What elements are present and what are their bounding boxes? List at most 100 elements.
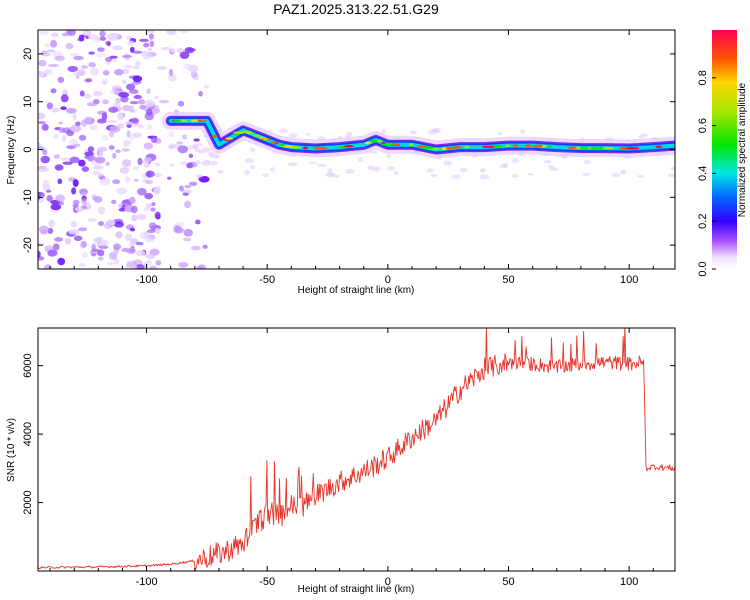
spectrogram-x-tick-label: 100 bbox=[620, 274, 638, 286]
ridge-hotspot bbox=[380, 143, 395, 146]
noise-blob bbox=[130, 263, 138, 269]
noise-blob bbox=[57, 178, 63, 185]
spectrogram-x-axis-label: Height of straight line (km) bbox=[298, 285, 415, 296]
ridge-hotspot bbox=[241, 130, 252, 134]
noise-blob bbox=[74, 206, 85, 212]
noise-blob bbox=[91, 170, 102, 176]
noise-blob bbox=[78, 159, 86, 167]
spectrogram-ridge bbox=[161, 111, 675, 159]
colorbar-label: Normalized spectral amplitude bbox=[737, 82, 748, 217]
noise-blob-faint bbox=[430, 173, 438, 178]
noise-blob bbox=[46, 49, 56, 53]
noise-blob bbox=[38, 256, 45, 261]
noise-blob bbox=[38, 165, 47, 170]
noise-blob bbox=[59, 201, 64, 206]
noise-blob bbox=[155, 260, 162, 266]
noise-blob bbox=[108, 119, 118, 123]
noise-blob bbox=[173, 226, 184, 234]
noise-blob bbox=[84, 116, 92, 124]
noise-blob bbox=[105, 61, 111, 65]
noise-blob-faint bbox=[197, 143, 203, 146]
noise-blob bbox=[139, 104, 147, 110]
colorbar-tick-label: 0.6 bbox=[697, 118, 709, 133]
noise-blob bbox=[177, 145, 189, 154]
noise-blob bbox=[38, 191, 41, 200]
noise-blob bbox=[138, 124, 144, 129]
noise-blob bbox=[97, 206, 106, 215]
colorbar: 0.0 0.2 0.4 0.6 0.8 Normalized spectral ampl… bbox=[697, 30, 748, 277]
noise-blob-faint bbox=[215, 155, 220, 159]
noise-blob bbox=[150, 207, 156, 212]
noise-blob-faint bbox=[196, 174, 204, 178]
noise-blob bbox=[198, 264, 207, 269]
noise-blob bbox=[73, 71, 79, 76]
noise-blob bbox=[154, 211, 161, 220]
noise-blob bbox=[133, 94, 142, 100]
noise-blob bbox=[109, 89, 121, 94]
noise-blob bbox=[116, 187, 127, 195]
noise-blob bbox=[144, 99, 156, 108]
noise-blob bbox=[106, 41, 111, 47]
noise-blob bbox=[62, 135, 67, 142]
noise-blob bbox=[195, 219, 201, 225]
noise-blob-faint bbox=[637, 174, 645, 178]
noise-blob bbox=[137, 187, 147, 196]
noise-blob bbox=[69, 156, 80, 164]
noise-blob bbox=[121, 148, 131, 152]
spectrogram-y-axis-label: Frequency (Hz) bbox=[6, 116, 17, 185]
noise-blob bbox=[38, 250, 41, 258]
noise-blob bbox=[161, 46, 171, 51]
noise-blob bbox=[60, 94, 69, 103]
noise-blob bbox=[41, 50, 48, 55]
noise-blob bbox=[102, 99, 109, 105]
noise-blob bbox=[98, 239, 107, 248]
ridge-hotspot bbox=[464, 145, 470, 149]
noise-blob bbox=[98, 245, 109, 250]
noise-blob bbox=[64, 237, 72, 245]
noise-blob bbox=[45, 189, 52, 193]
noise-blob-faint bbox=[345, 169, 355, 175]
noise-blob bbox=[81, 65, 88, 69]
noise-blob bbox=[49, 39, 58, 48]
noise-blob bbox=[99, 30, 106, 37]
noise-blob bbox=[51, 107, 60, 113]
noise-blob-faint bbox=[583, 159, 591, 165]
noise-blob bbox=[81, 251, 89, 259]
noise-blob bbox=[50, 88, 57, 94]
noise-blob bbox=[173, 222, 185, 227]
noise-blob bbox=[121, 54, 133, 58]
noise-blob bbox=[87, 33, 97, 41]
noise-blob bbox=[178, 261, 189, 268]
ridge-hotspot bbox=[567, 146, 579, 150]
noise-blob bbox=[87, 218, 97, 223]
ridge-hotspot bbox=[190, 119, 200, 123]
colorbar-tick-label: 0.2 bbox=[697, 214, 709, 229]
noise-blob bbox=[92, 91, 103, 97]
noise-blob bbox=[192, 144, 199, 149]
noise-blob-faint bbox=[426, 168, 434, 173]
noise-blob bbox=[77, 69, 86, 77]
noise-blob bbox=[179, 51, 190, 60]
noise-blob-faint bbox=[269, 166, 276, 172]
noise-blob bbox=[186, 162, 194, 169]
noise-blob bbox=[198, 90, 203, 97]
noise-blob bbox=[85, 78, 93, 83]
noise-blob-faint bbox=[325, 172, 335, 178]
noise-blob bbox=[146, 88, 151, 94]
noise-blob-faint bbox=[317, 163, 327, 167]
noise-blob bbox=[60, 157, 70, 161]
noise-blob bbox=[136, 213, 147, 220]
snr-y-ticks: 2000 4000 6000 bbox=[22, 353, 675, 515]
noise-blob-faint bbox=[288, 133, 298, 139]
colorbar-gradient bbox=[712, 30, 737, 269]
noise-blob bbox=[52, 243, 60, 251]
figure-title: PAZ1.2025.313.22.51.G29 bbox=[273, 1, 439, 17]
noise-blob-faint bbox=[511, 157, 520, 163]
noise-blob bbox=[106, 33, 117, 40]
noise-blob-faint bbox=[386, 153, 392, 159]
noise-blob-faint bbox=[543, 160, 552, 164]
noise-blob bbox=[158, 99, 170, 104]
noise-blob bbox=[145, 108, 153, 116]
noise-blob bbox=[60, 106, 67, 111]
noise-blob bbox=[73, 55, 84, 61]
